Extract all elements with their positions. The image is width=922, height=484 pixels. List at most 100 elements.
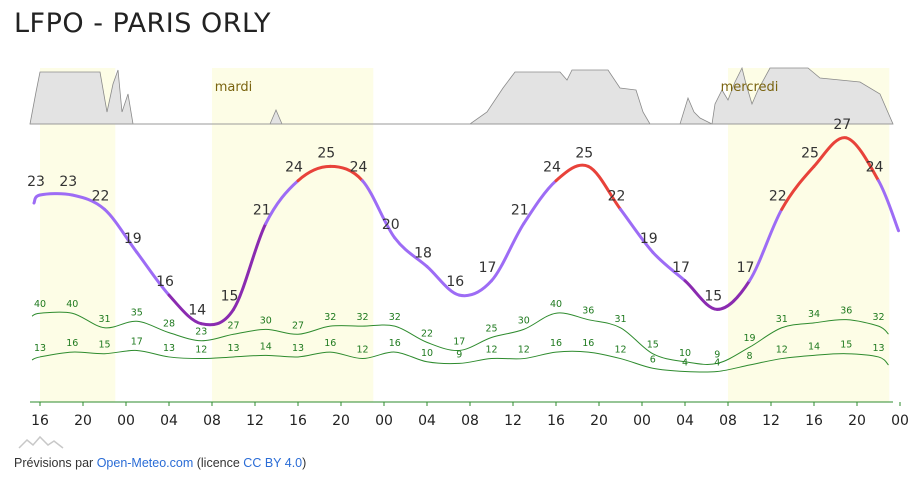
wind_speed-label: 4: [714, 358, 720, 369]
wind_gusts-label: 22: [421, 328, 433, 339]
wind_speed-label: 13: [34, 343, 46, 354]
wind_gusts-label: 17: [453, 336, 465, 347]
temperature-segment: [167, 293, 203, 326]
temperature-segment: [70, 193, 106, 211]
temperature-label: 20: [382, 217, 400, 233]
temperature-label: 16: [446, 274, 464, 290]
temperature-label: 19: [640, 231, 658, 247]
wind_speed-label: 12: [356, 345, 368, 356]
temperature-segment: [554, 163, 590, 183]
wind_speed-label: 16: [66, 338, 78, 349]
x-tick-label: 20: [848, 413, 866, 429]
wind_gusts-label: 31: [776, 314, 788, 325]
temperature-segment: [715, 279, 751, 311]
wind_speed-label: 16: [582, 338, 594, 349]
wind_gusts-label: 10: [679, 348, 691, 359]
wind_speed-label: 13: [872, 343, 884, 354]
wind_gusts-label: 27: [227, 320, 239, 331]
temperature-segment: [651, 250, 687, 283]
temperature-segment: [393, 236, 429, 268]
x-tick-label: 12: [246, 413, 264, 429]
open-meteo-logo: [18, 435, 64, 449]
attribution-suffix: ): [302, 456, 307, 470]
wind_speed-line: [31, 349, 889, 373]
wind_speed-label: 12: [195, 345, 207, 356]
temperature-label: 19: [124, 231, 142, 247]
wind_gusts-label: 32: [872, 312, 884, 323]
temperature-label: 27: [833, 117, 851, 133]
wind_gusts-label: 40: [550, 299, 562, 310]
wind_gusts-label: 40: [34, 299, 46, 310]
x-axis-ticks: 16 20 00 04 08 12 16 20 00 04 08 12 16 20 00 04 08 12 16 20…: [31, 402, 909, 429]
wind_gusts-label: 40: [66, 299, 78, 310]
x-tick-label: 04: [418, 413, 436, 429]
x-tick-label: 16: [805, 413, 823, 429]
wind_gusts-label: 27: [292, 320, 304, 331]
temperature-segment: [457, 279, 493, 298]
x-tick-label: 04: [160, 413, 178, 429]
temperature-label: 17: [737, 260, 755, 276]
temperature-label: 25: [317, 145, 335, 161]
temperature-segment: [135, 250, 171, 297]
temperature-label: 16: [156, 274, 174, 290]
wind_speed-label: 12: [518, 345, 530, 356]
temperature-segment: [264, 179, 300, 226]
attribution-mid: (licence: [193, 456, 244, 470]
wind_gusts-label: 32: [356, 312, 368, 323]
wind_gusts-label: 36: [840, 306, 852, 317]
temperature-segment: [38, 192, 74, 197]
temperature-segment: [812, 136, 848, 168]
temperature-segment: [619, 207, 655, 254]
license-link[interactable]: CC BY 4.0: [243, 456, 303, 470]
wind_speed-label: 12: [776, 345, 788, 356]
wind_gusts-label: 28: [163, 319, 175, 330]
temperature-segment: [296, 164, 332, 183]
wind_gusts-label: 15: [647, 340, 659, 351]
open-meteo-link[interactable]: Open-Meteo.com: [96, 456, 194, 470]
wind_speed-label: 15: [98, 340, 110, 351]
wind_gusts-label: 31: [98, 314, 110, 325]
temperature-segment: [232, 222, 268, 311]
x-tick-label: 00: [633, 413, 651, 429]
wind_speed-label: 12: [485, 345, 497, 356]
temperature-label: 22: [608, 188, 626, 204]
x-tick-label: 20: [332, 413, 350, 429]
wind_gusts-label: 36: [582, 306, 594, 317]
temperature-segment: [844, 136, 880, 183]
wind_gusts-label: 23: [195, 327, 207, 338]
temperature-segment: [425, 265, 461, 297]
temperature-label: 23: [59, 174, 77, 190]
wind_speed-label: 16: [389, 338, 401, 349]
wind_speed-label: 6: [650, 354, 656, 365]
temperature-label: 24: [866, 160, 884, 176]
wind_speed-label: 15: [840, 340, 852, 351]
temperature-label: 17: [479, 260, 497, 276]
wind_speed-label: 10: [421, 348, 433, 359]
wind_speed-label: 8: [746, 351, 752, 362]
x-tick-label: 00: [117, 413, 135, 429]
page-title: LFPO - PARIS ORLY: [14, 8, 271, 39]
wind_speed-label: 12: [614, 345, 626, 356]
wind_gusts-label: 19: [743, 333, 755, 344]
wind_gusts-label: 32: [389, 312, 401, 323]
x-tick-label: 08: [461, 413, 479, 429]
temperature-segment: [780, 164, 816, 211]
wind_gusts-label: 30: [518, 315, 530, 326]
temperature-segment: [490, 222, 526, 283]
wind_speed-label: 14: [260, 341, 272, 352]
wind-series: 40 40 31 35 28 23 27 30 27 32 32 32 22 17 25 30 40 36 31 15…: [31, 299, 889, 373]
temperature-label: 22: [769, 188, 787, 204]
x-tick-label: 12: [762, 413, 780, 429]
temperature-label: 21: [511, 203, 529, 219]
temperature-label: 25: [575, 145, 593, 161]
wind_gusts-label: 9: [714, 349, 720, 360]
wind_speed-label: 13: [227, 343, 239, 354]
temperature-segment: [683, 279, 719, 311]
wind_gusts-label: 34: [808, 309, 820, 320]
wind_speed-label: 9: [456, 349, 462, 360]
temperature-label: 15: [221, 288, 239, 304]
x-tick-label: 16: [547, 413, 565, 429]
temperature-label: 21: [253, 203, 271, 219]
x-tick-label: 12: [504, 413, 522, 429]
temperature-series: 23 23 22 19 16 14 15 21 24 25 24 20 18 16 17 21 24 25 22 19…: [27, 117, 900, 327]
